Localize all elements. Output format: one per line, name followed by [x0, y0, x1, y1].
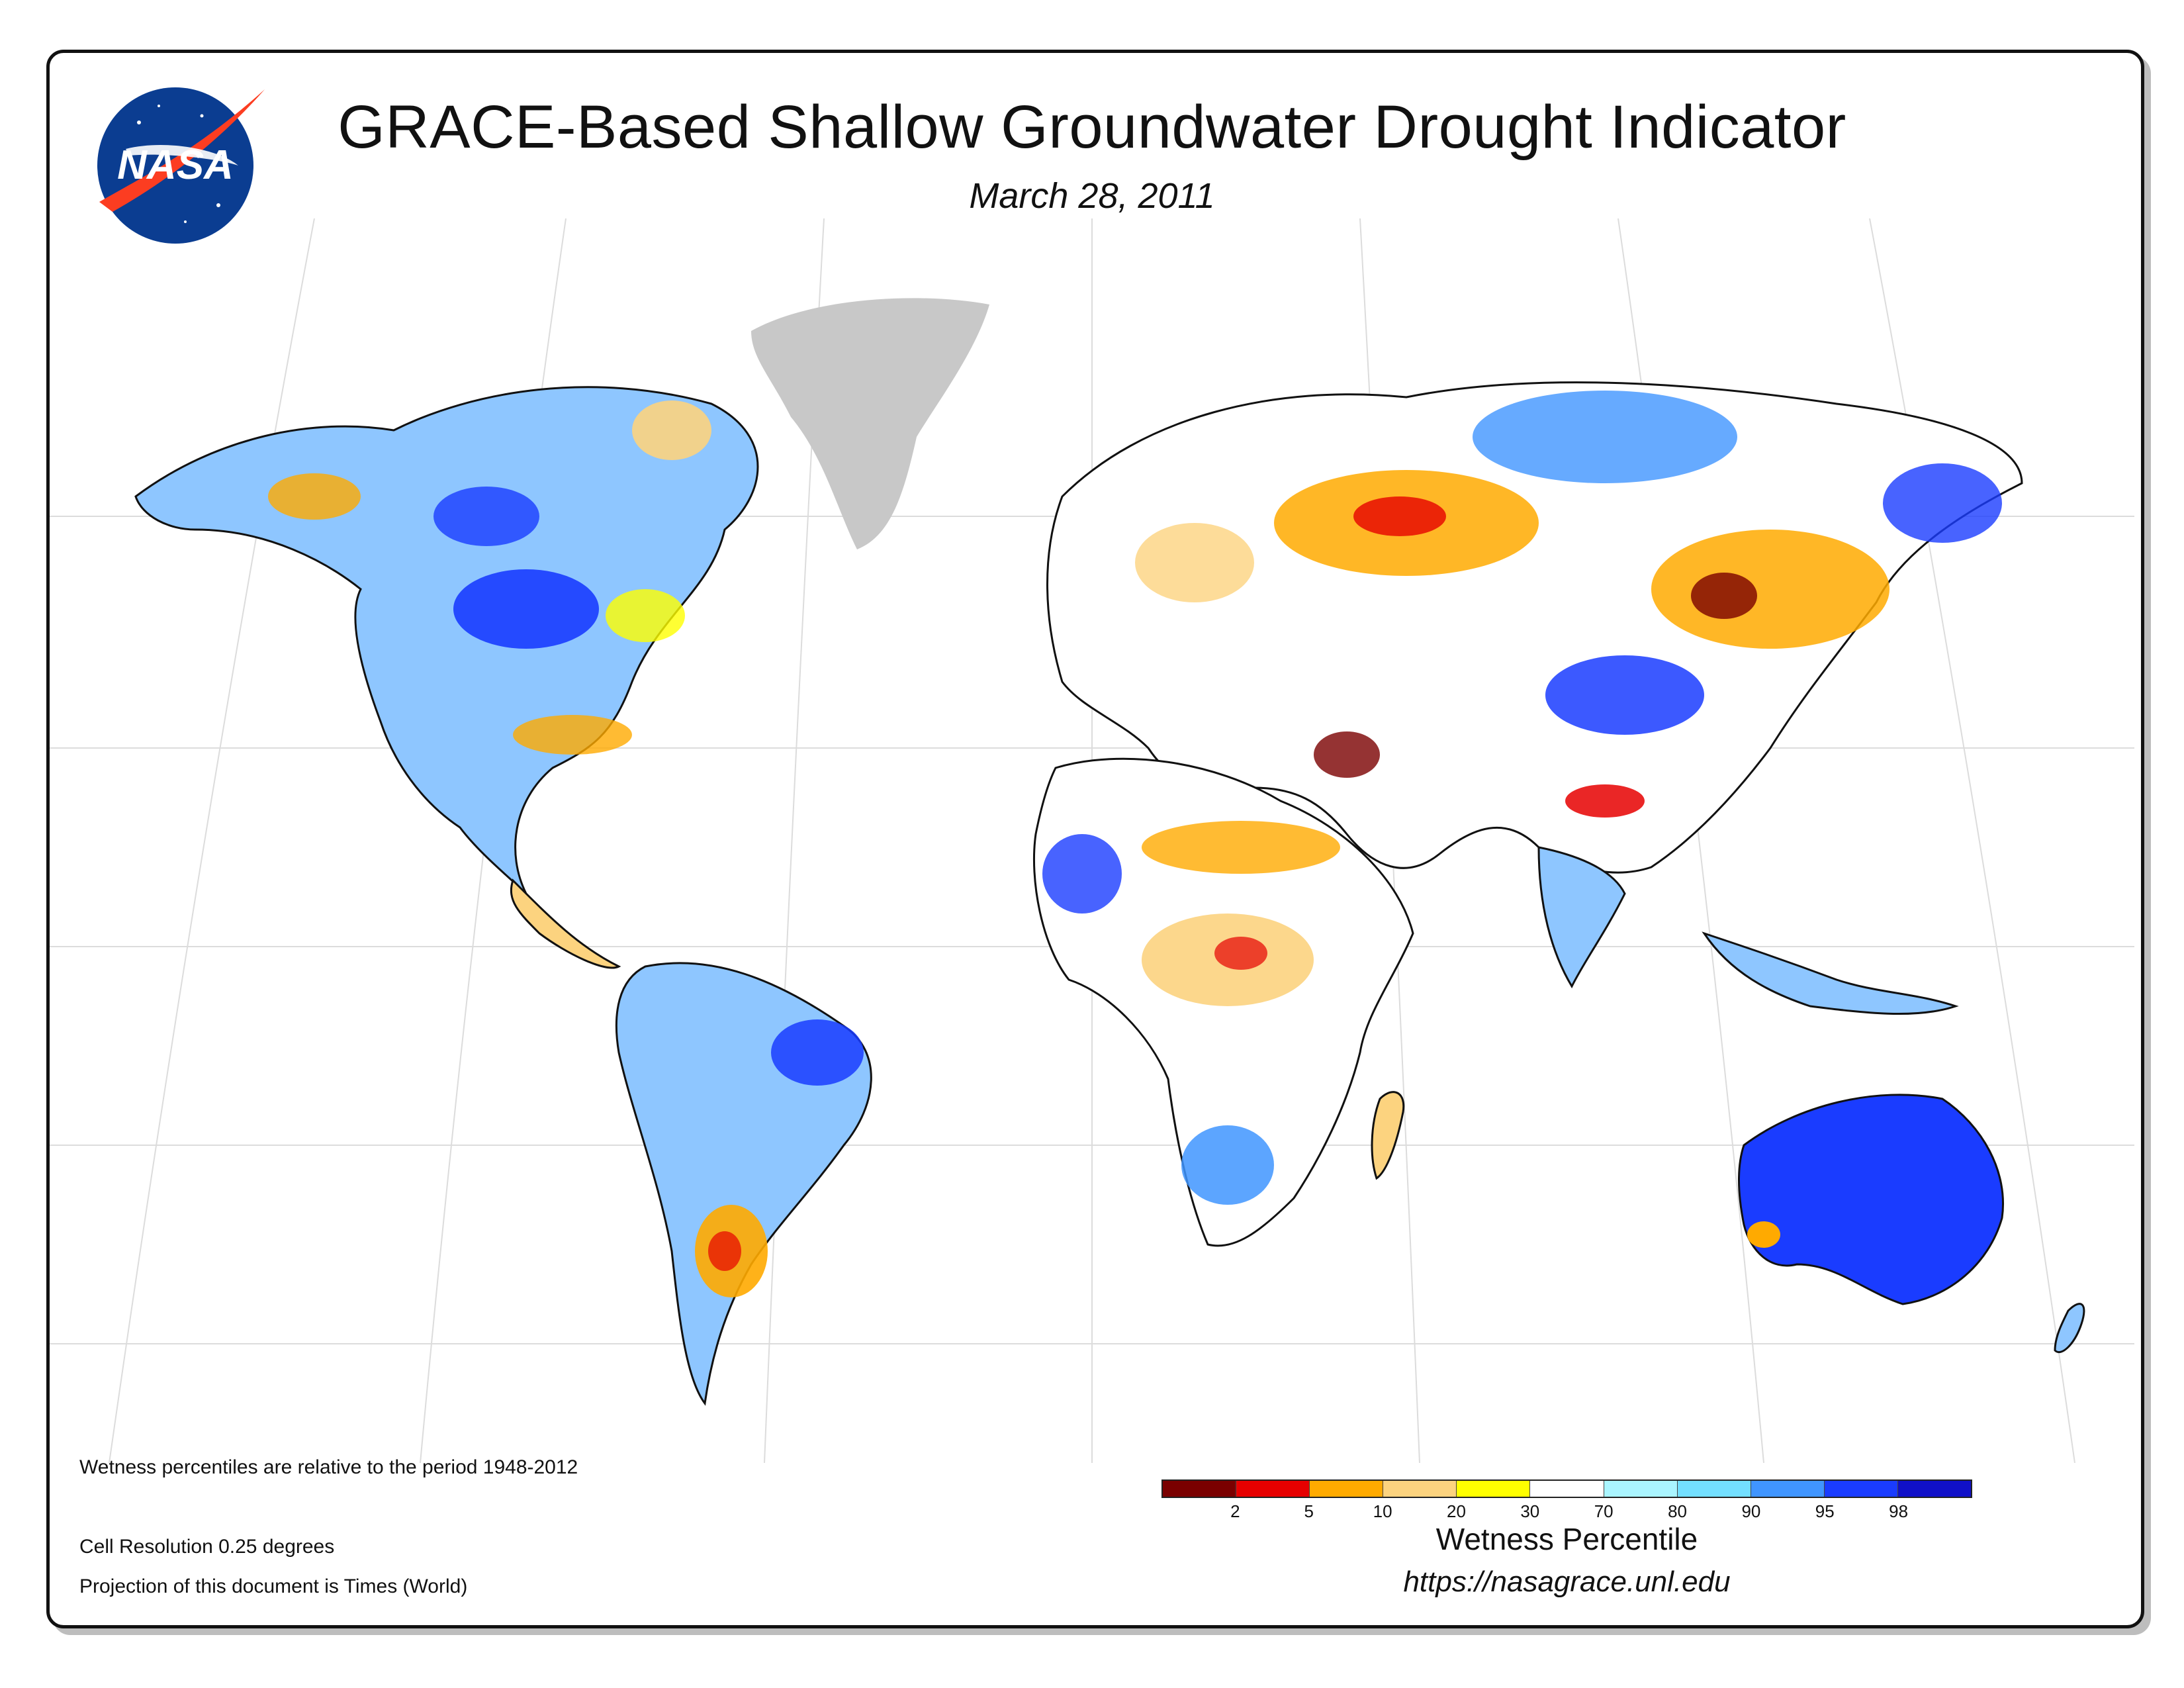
legend-title: Wetness Percentile	[1435, 1522, 1698, 1556]
legend-ticks: 2 5 10 20 30 70 80 90 95 98	[1161, 1501, 1972, 1528]
legend-swatch	[1236, 1481, 1310, 1497]
source-url[interactable]: https://nasagrace.unl.edu	[1403, 1566, 1731, 1598]
legend-tick-label: 2	[1230, 1501, 1240, 1521]
nasa-logo-icon: NASA	[97, 87, 265, 244]
nasa-logo-text: NASA	[117, 142, 234, 188]
legend-tick-label: 5	[1304, 1501, 1314, 1521]
legend-tick-label: 80	[1668, 1501, 1687, 1521]
madagascar-region	[1371, 1091, 1405, 1180]
legend-swatch	[1457, 1481, 1531, 1497]
map-date: March 28, 2011	[969, 176, 1215, 216]
legend-swatch	[1383, 1481, 1457, 1497]
legend-tick-label: 20	[1446, 1501, 1466, 1521]
world-drought-map	[50, 218, 2134, 1463]
legend-tick-label: 30	[1520, 1501, 1540, 1521]
legend-tick-label: 70	[1594, 1501, 1614, 1521]
legend-tick-label: 90	[1741, 1501, 1761, 1521]
indonesia-region	[1702, 931, 1959, 1015]
legend-swatch	[1530, 1481, 1604, 1497]
australia-region	[1738, 1094, 2004, 1305]
period-note: Wetness percentiles are relative to the …	[79, 1456, 578, 1478]
legend-swatch	[1824, 1481, 1898, 1497]
legend-swatch	[1677, 1481, 1751, 1497]
legend-swatch	[1163, 1481, 1237, 1497]
greenland-region	[751, 298, 989, 549]
legend-swatch	[1310, 1481, 1384, 1497]
map-title: GRACE-Based Shallow Groundwater Drought …	[338, 93, 1846, 161]
legend-swatch	[1897, 1481, 1972, 1497]
new-zealand-region	[2054, 1303, 2085, 1353]
legend-swatch	[1751, 1481, 1825, 1497]
resolution-note: Cell Resolution 0.25 degrees	[79, 1536, 335, 1558]
projection-note: Projection of this document is Times (Wo…	[79, 1575, 468, 1597]
central-america-region	[510, 878, 621, 969]
legend-tick-label: 10	[1373, 1501, 1392, 1521]
india-region	[1537, 846, 1626, 989]
legend-tick-label: 98	[1889, 1501, 1909, 1521]
legend-tick-label: 95	[1815, 1501, 1835, 1521]
north-america-region	[134, 386, 759, 895]
legend-colorbar	[1161, 1479, 1972, 1498]
legend-swatch	[1604, 1481, 1678, 1497]
